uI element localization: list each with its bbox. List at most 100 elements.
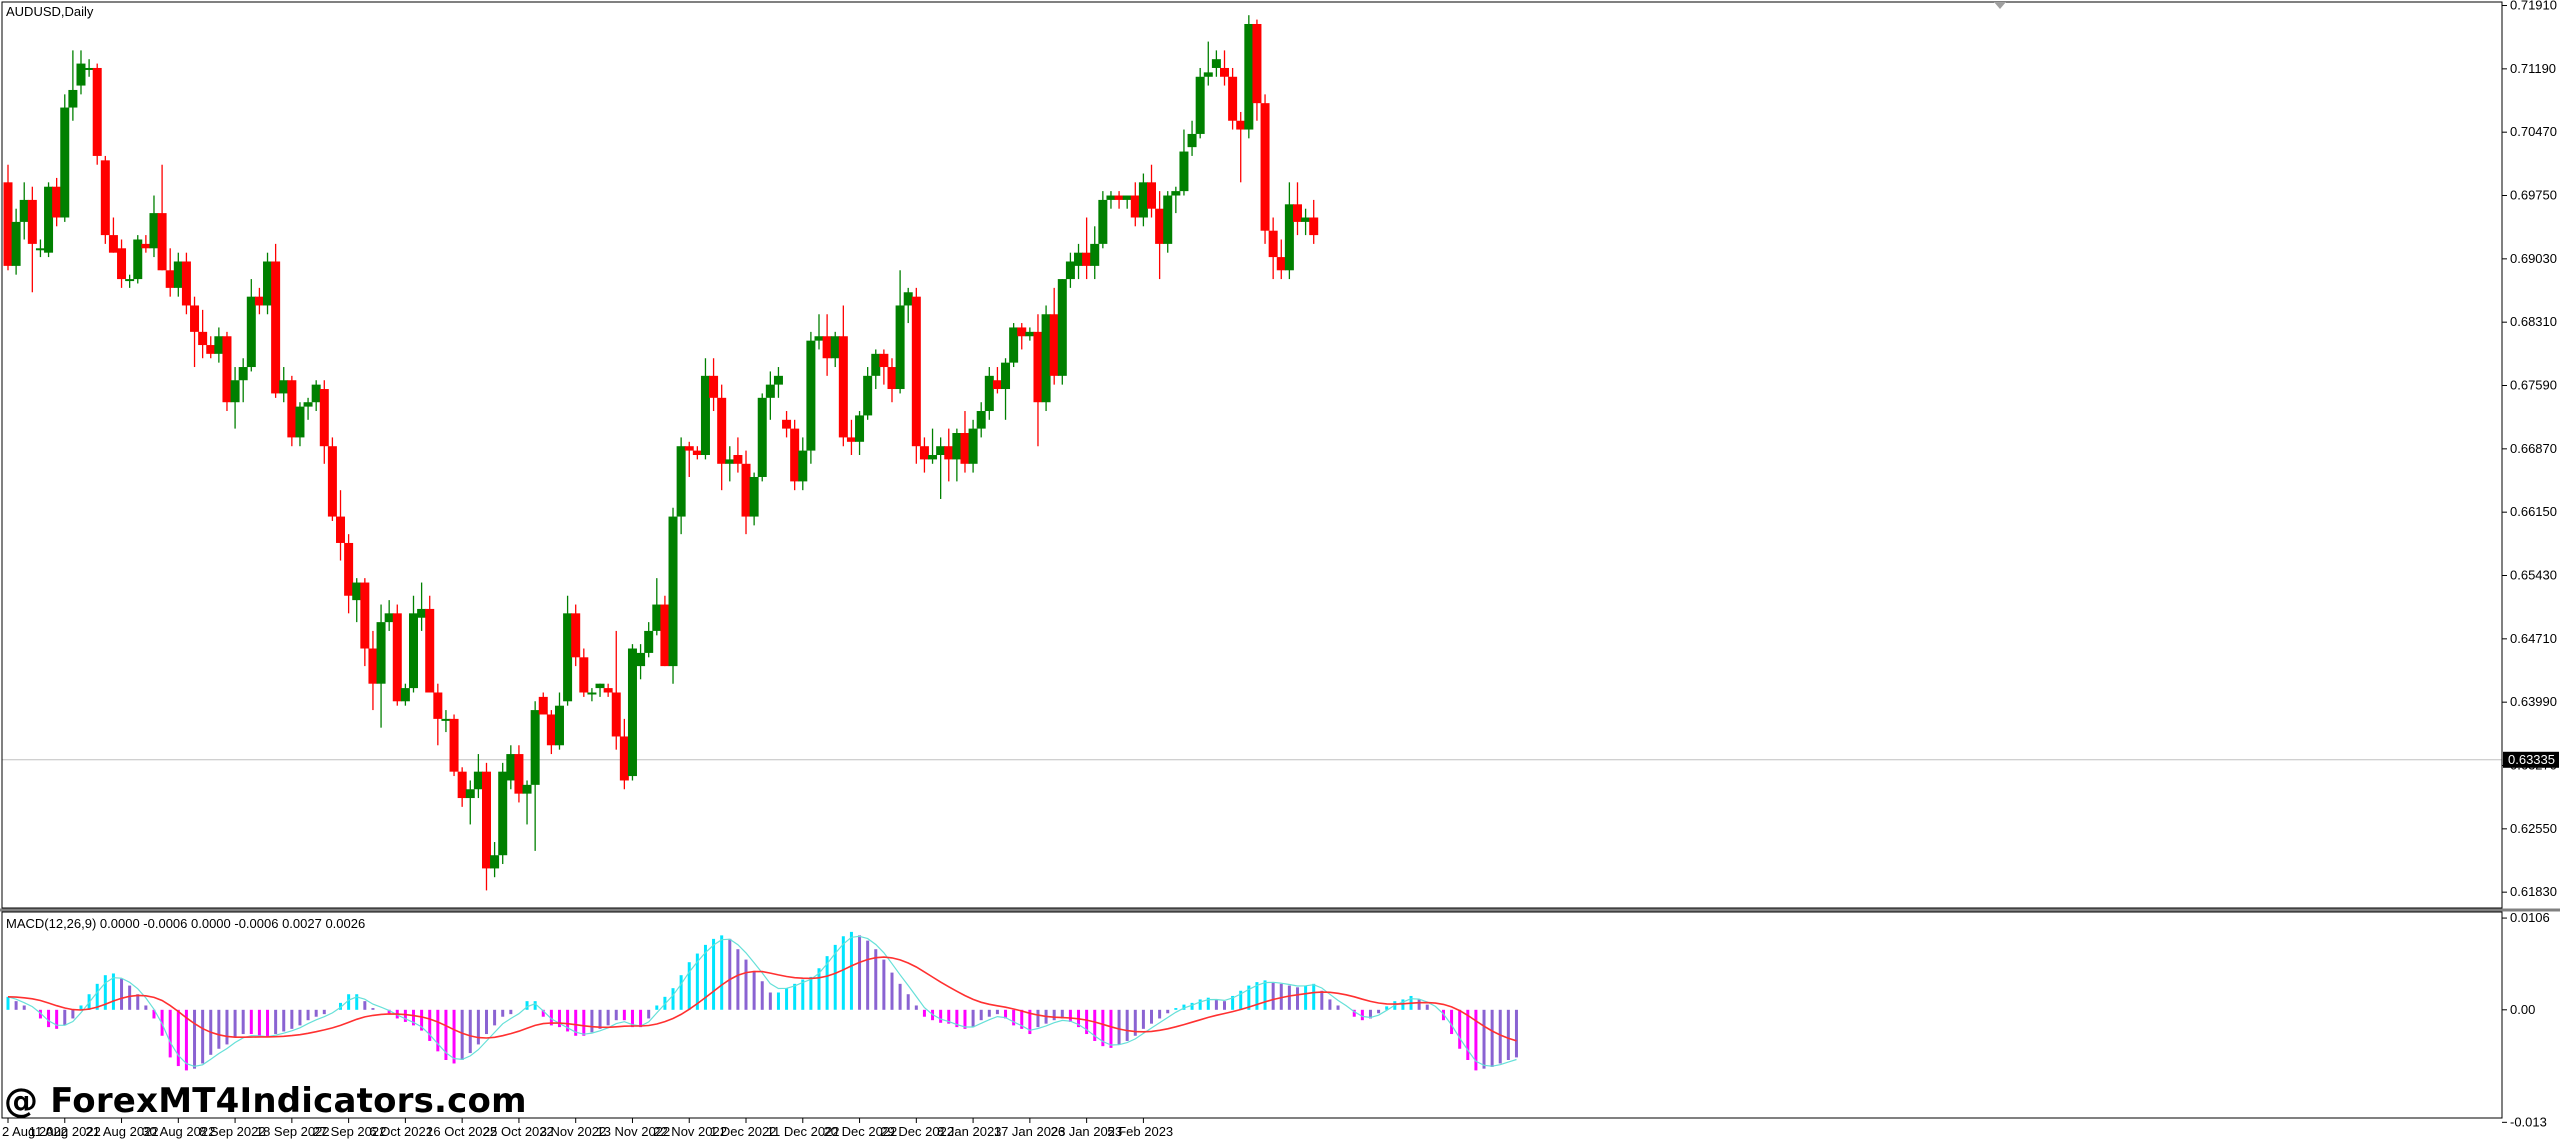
candle-body	[692, 450, 702, 455]
candle-body	[773, 375, 783, 385]
candle-body	[173, 261, 183, 288]
candle-body	[295, 406, 305, 438]
time-axis-label: 16 Oct 2022	[426, 1124, 497, 1139]
candle-body	[538, 696, 548, 715]
macd-axis-label: -0.013	[2510, 1114, 2547, 1129]
candle-body	[1163, 195, 1173, 244]
time-axis-label: 21 Aug 2022	[86, 1124, 159, 1139]
candle-body	[1260, 103, 1270, 231]
candle-body	[1090, 243, 1100, 266]
time-axis-label: 18 Sep 2022	[256, 1124, 330, 1139]
candle-body	[1017, 327, 1027, 337]
candle-body	[709, 375, 719, 398]
candle-body	[1033, 331, 1043, 403]
time-axis-label: 17 Jan 2023	[994, 1124, 1066, 1139]
candle-body	[1301, 217, 1311, 222]
candle-body	[1284, 204, 1294, 271]
candle-body	[822, 336, 832, 359]
candle-body	[490, 855, 500, 869]
candle-body	[1065, 261, 1075, 280]
candle-body	[1001, 362, 1011, 390]
candle-body	[287, 380, 297, 438]
candle-body	[1082, 252, 1092, 266]
candle-body	[652, 604, 662, 631]
candle-body	[360, 582, 370, 649]
candle-body	[798, 450, 808, 482]
time-axis-label: 6 Oct 2022	[369, 1124, 433, 1139]
candle-body	[611, 692, 621, 737]
price-axis-label: 0.65430	[2510, 568, 2557, 583]
candle-body	[108, 235, 118, 253]
candle-body	[11, 221, 21, 266]
candle-body	[327, 446, 337, 517]
price-axis-label: 0.70470	[2510, 124, 2557, 139]
candle-body	[1268, 230, 1278, 258]
time-axis-label: 30 Aug 2022	[142, 1124, 215, 1139]
candle-body	[76, 63, 86, 86]
candle-body	[1220, 67, 1229, 77]
candle-body	[271, 261, 281, 394]
time-axis-label: 1 Dec 2022	[710, 1124, 777, 1139]
price-axis-label: 0.69750	[2510, 188, 2557, 203]
time-axis-label: 25 Oct 2022	[483, 1124, 554, 1139]
candle-body	[1106, 195, 1116, 200]
candle-body	[830, 336, 840, 359]
candle-body	[765, 384, 775, 398]
candle-body	[1130, 195, 1140, 218]
candle-body	[1041, 314, 1051, 403]
candle-body	[52, 186, 62, 218]
candle-body	[668, 516, 678, 667]
candle-body	[1252, 23, 1262, 104]
candle-body	[871, 353, 881, 376]
candle-body	[157, 213, 167, 271]
candle-body	[587, 692, 597, 695]
candle-body	[684, 446, 694, 451]
price-axis-label: 0.62550	[2510, 821, 2557, 836]
candle-body	[733, 455, 743, 464]
candle-body	[563, 613, 573, 702]
candle-body	[806, 340, 816, 451]
candle-body	[1309, 217, 1319, 236]
candle-body	[700, 375, 710, 455]
candle-body	[117, 248, 127, 280]
scroll-marker-icon	[1994, 2, 2006, 9]
time-axis-label: 3 Nov 2022	[540, 1124, 607, 1139]
candle-body	[627, 648, 637, 777]
candle-body	[19, 199, 29, 222]
candle-body	[782, 419, 792, 429]
candle-body	[952, 433, 962, 460]
price-axis-label: 0.64710	[2510, 631, 2557, 646]
candle-body	[1236, 120, 1246, 130]
candle-body	[644, 630, 654, 653]
candle-body	[44, 186, 54, 253]
candle-body	[141, 243, 151, 249]
candle-body	[741, 463, 751, 517]
candle-body	[133, 239, 143, 280]
candle-body	[1244, 23, 1254, 130]
candle-body	[222, 336, 232, 403]
candle-body	[546, 714, 556, 746]
candle-body	[603, 688, 613, 693]
price-axis-label: 0.68310	[2510, 314, 2557, 329]
time-axis-label: 11 Dec 2022	[767, 1124, 840, 1139]
candle-body	[636, 652, 646, 667]
candle-body	[838, 336, 848, 438]
candle-body	[749, 476, 759, 517]
candle-body	[1114, 195, 1124, 200]
candle-body	[1228, 76, 1238, 121]
macd-main-line	[7, 935, 1517, 1068]
macd-signal-line	[7, 956, 1517, 1042]
candle-body	[992, 380, 1002, 390]
candle-body	[944, 446, 954, 460]
candle-body	[319, 389, 329, 447]
macd-indicator-label: MACD(12,26,9) 0.0000 -0.0006 0.0000 -0.0…	[6, 916, 365, 931]
candle-body	[149, 213, 159, 249]
candle-body	[206, 345, 216, 354]
candle-body	[27, 199, 37, 244]
candle-body	[1211, 59, 1221, 68]
candle-body	[254, 296, 264, 306]
candle-body	[1138, 182, 1148, 218]
candle-body	[457, 771, 467, 799]
